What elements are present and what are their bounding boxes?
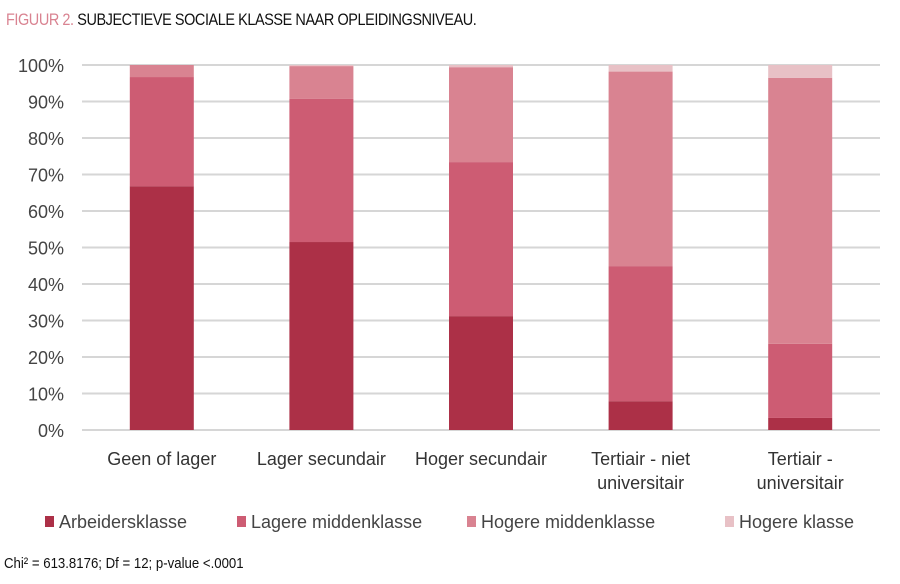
x-tick-label: Lager secundair bbox=[257, 449, 386, 469]
legend-swatch bbox=[45, 516, 54, 527]
y-tick-label: 0% bbox=[38, 421, 64, 441]
x-tick-label: Geen of lager bbox=[107, 449, 216, 469]
y-tick-label: 60% bbox=[28, 202, 64, 222]
y-tick-label: 90% bbox=[28, 93, 64, 113]
bar-segment bbox=[449, 316, 513, 430]
bar-segment bbox=[608, 65, 673, 72]
legend-label: Hogere klasse bbox=[739, 512, 854, 532]
title-text: SUBJECTIEVE SOCIALE KLASSE NAAR OPLEIDIN… bbox=[77, 10, 477, 29]
bar-segment bbox=[449, 67, 513, 163]
legend-label: Arbeidersklasse bbox=[59, 512, 187, 532]
bar-segment bbox=[768, 77, 833, 344]
y-tick-label: 30% bbox=[28, 312, 64, 332]
bar-segment bbox=[129, 77, 194, 187]
y-tick-label: 40% bbox=[28, 275, 64, 295]
y-tick-label: 20% bbox=[28, 348, 64, 368]
y-tick-label: 10% bbox=[28, 385, 64, 405]
bar-segment bbox=[768, 65, 833, 78]
x-tick-label: Hoger secundair bbox=[415, 449, 547, 469]
x-tick-label: universitair bbox=[757, 473, 844, 493]
stacked-bar-chart: 0% 10% 20% 30% 40% 50% 60% 70% 80% 90% 100% Geen of… bbox=[18, 56, 880, 532]
bar-segment bbox=[289, 65, 354, 67]
bar-segment bbox=[768, 417, 833, 430]
y-tick-label: 70% bbox=[28, 166, 64, 186]
legend-label: Hogere middenklasse bbox=[481, 512, 655, 532]
bar-segment bbox=[449, 65, 513, 68]
bar-segment bbox=[449, 162, 513, 317]
bar-segment bbox=[289, 242, 354, 430]
legend-swatch bbox=[725, 516, 734, 527]
bar-segment bbox=[289, 66, 354, 99]
bar-segment bbox=[608, 71, 673, 267]
statistics-note: Chi² = 613.8176; Df = 12; p-value <.0001 bbox=[4, 555, 244, 572]
bar-segment bbox=[129, 65, 194, 78]
legend-swatch bbox=[467, 516, 476, 527]
x-tick-label: Tertiair - bbox=[768, 449, 833, 469]
bar-segment bbox=[608, 266, 673, 402]
bar-segment bbox=[608, 401, 673, 430]
x-tick-label: universitair bbox=[597, 473, 684, 493]
bar-segment bbox=[289, 98, 354, 243]
chart-title: FIGUUR 2. SUBJECTIEVE SOCIALE KLASSE NAA… bbox=[6, 10, 477, 30]
bar-segment bbox=[129, 186, 194, 430]
bar-segment bbox=[768, 343, 833, 418]
y-tick-label: 80% bbox=[28, 129, 64, 149]
legend-label: Lagere middenklasse bbox=[251, 512, 422, 532]
x-tick-label: Tertiair - niet bbox=[591, 449, 690, 469]
y-tick-label: 100% bbox=[18, 56, 64, 76]
y-tick-label: 50% bbox=[28, 239, 64, 259]
legend-swatch bbox=[237, 516, 246, 527]
figure-number: FIGUUR 2. bbox=[6, 10, 74, 29]
